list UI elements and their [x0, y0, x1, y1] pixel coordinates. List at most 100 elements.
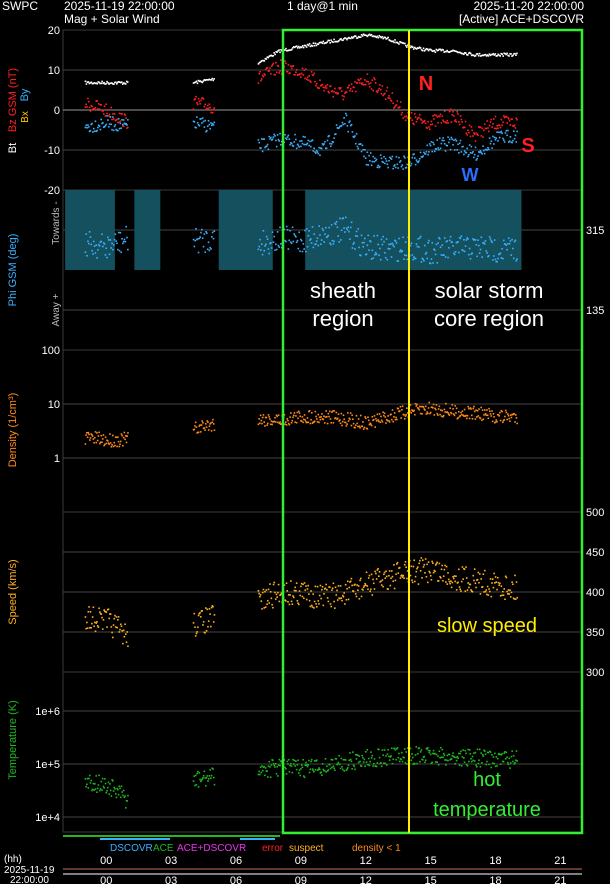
temperature-point	[504, 757, 507, 760]
temperature-point	[350, 760, 353, 763]
by-point	[350, 123, 353, 126]
bz-point	[201, 97, 203, 99]
phi-point	[472, 238, 474, 240]
bt-point	[104, 83, 106, 85]
density-point	[302, 421, 304, 424]
phi-point	[318, 225, 320, 227]
density-point	[195, 426, 198, 428]
bt-point	[369, 34, 372, 37]
density-point	[438, 405, 441, 408]
bt-point	[318, 42, 321, 44]
density-point	[355, 415, 358, 417]
by-point	[93, 130, 96, 133]
phi-point	[265, 243, 267, 246]
bz-point	[122, 125, 124, 127]
bt-point	[491, 53, 494, 56]
density-point	[483, 409, 486, 411]
bt-point	[504, 52, 506, 55]
temperature-point	[339, 763, 341, 766]
by-point	[304, 136, 306, 138]
bt-point	[302, 46, 305, 49]
phi-point	[122, 242, 124, 245]
bz-point	[341, 94, 344, 97]
speed-point	[118, 631, 121, 633]
density-point	[383, 414, 385, 417]
by-point	[280, 143, 282, 146]
phi-point	[289, 229, 291, 232]
density-point	[447, 411, 449, 414]
phi-point	[118, 249, 121, 252]
by-point	[292, 145, 295, 147]
bt-point	[395, 41, 397, 44]
temperature-point	[383, 749, 386, 751]
bz-point	[300, 72, 303, 75]
phi-point	[459, 237, 462, 240]
bt-point	[353, 35, 356, 37]
by-point	[380, 157, 383, 160]
by-point	[289, 143, 291, 146]
bt-point	[380, 36, 383, 39]
phi-point	[373, 235, 375, 237]
by-point	[481, 153, 483, 155]
density-point	[477, 415, 480, 417]
phi-point	[291, 226, 294, 229]
density-point	[112, 434, 114, 437]
temperature-point	[464, 749, 467, 752]
bz-point	[507, 116, 509, 119]
density-point	[425, 413, 428, 415]
temperature-point	[404, 761, 407, 764]
by-point	[197, 123, 200, 126]
phi-point	[493, 255, 495, 257]
bz-point	[404, 115, 406, 118]
bz-point	[453, 120, 456, 122]
bz-point	[367, 80, 370, 83]
temperature-point	[267, 765, 270, 767]
by-point	[472, 151, 474, 153]
density-point	[454, 405, 457, 407]
by-point	[261, 150, 264, 153]
phi-point	[201, 228, 203, 231]
bt-point	[98, 81, 100, 84]
density-point	[501, 421, 504, 424]
density-point	[287, 422, 290, 425]
phi-point	[112, 244, 115, 246]
temperature-point	[459, 752, 462, 755]
bt-point	[399, 40, 401, 43]
by-point	[327, 135, 330, 138]
temperature-point	[127, 794, 129, 797]
bz-point	[491, 126, 493, 128]
by-point	[213, 121, 216, 124]
speed-point	[101, 628, 104, 630]
density-point	[347, 420, 350, 422]
bz-point	[336, 93, 339, 95]
density-point	[290, 421, 293, 424]
time-tick-label-bottom: 03	[165, 875, 177, 884]
by-point	[116, 129, 118, 132]
density-point	[501, 410, 503, 413]
density-point	[264, 425, 266, 427]
temperature-point	[481, 753, 484, 756]
speed-point	[192, 622, 195, 624]
temperature-point	[375, 765, 378, 768]
temperature-point	[273, 764, 276, 767]
density-point	[201, 420, 203, 422]
density-point	[473, 405, 475, 408]
time-tick-label-top: 15	[425, 855, 437, 867]
by-point	[262, 138, 265, 140]
temperature-point	[427, 747, 429, 749]
phi-point	[358, 246, 360, 249]
phi-point	[273, 235, 276, 238]
temperature-point	[346, 768, 348, 771]
temperature-point	[277, 775, 279, 777]
phi-point	[512, 247, 514, 250]
bt-point	[329, 41, 331, 44]
speed-point	[452, 575, 454, 578]
phi-point	[504, 243, 507, 245]
temperature-point	[509, 767, 511, 769]
speed-point	[416, 567, 418, 570]
density-point	[333, 410, 335, 412]
by-point	[194, 126, 197, 129]
by-point	[467, 155, 469, 158]
phi-point	[344, 216, 347, 219]
bz-point	[415, 120, 418, 123]
